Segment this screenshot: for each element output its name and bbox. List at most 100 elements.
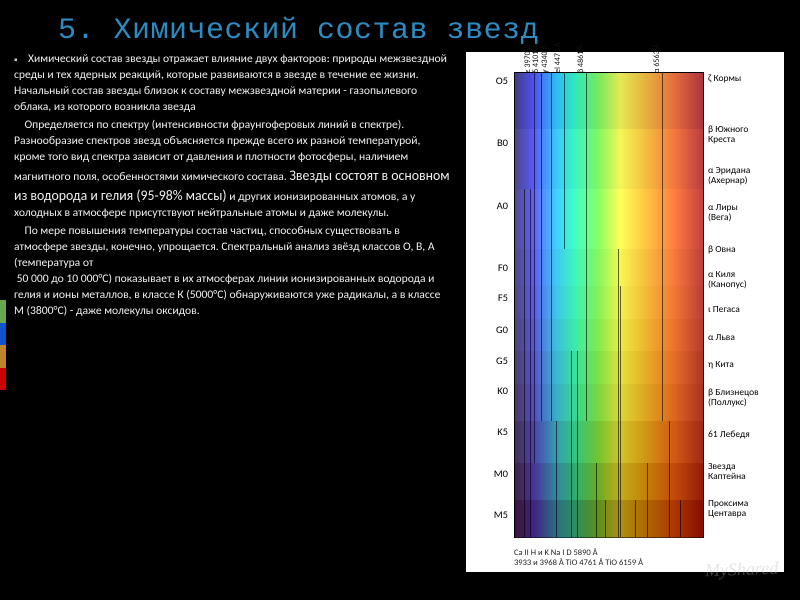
absorption-line — [577, 351, 578, 383]
star-name-label: α Лиры(Вега) — [708, 203, 780, 223]
absorption-line — [662, 129, 663, 189]
absorption-line — [556, 421, 557, 463]
absorption-line — [577, 421, 578, 463]
absorption-line — [605, 500, 606, 537]
absorption-line — [524, 249, 525, 286]
star-name-label: α Льва — [708, 333, 780, 343]
absorption-line — [620, 319, 621, 351]
absorption-line — [524, 463, 525, 500]
absorption-line — [524, 500, 525, 537]
absorption-line — [524, 421, 525, 463]
tab-3 — [0, 345, 6, 368]
absorption-line — [534, 189, 535, 249]
star-name-label: η Кита — [708, 360, 780, 370]
absorption-line — [530, 500, 531, 537]
chart-body — [514, 72, 704, 538]
spectrum-row — [515, 189, 703, 250]
absorption-line — [586, 384, 587, 421]
absorption-line — [556, 463, 557, 500]
star-name-label: α Киля(Канопус) — [708, 270, 780, 290]
absorption-line — [534, 286, 535, 318]
spectral-class-label: K5 — [480, 425, 508, 438]
star-name-label: ι Пегаса — [708, 305, 780, 315]
body-paragraph: Определяется по спектру (интенсивности ф… — [14, 118, 452, 222]
absorption-line — [534, 421, 535, 463]
bottom-line-2: 3933 и 3968 Å TiO 4761 Å TiO 6159 Å — [514, 559, 714, 568]
absorption-line — [541, 351, 542, 383]
absorption-line — [564, 129, 565, 189]
spectral-class-label: G5 — [480, 354, 508, 367]
spectral-chart: Hε 3970 ÅHδ 4101 ÅHγ 4340 ÅHeI 4471 ÅHβ … — [466, 52, 784, 572]
chart-right-axis-star-names: ζ Кормыβ ЮжногоКрестаα Эридана(Ахернар)α… — [708, 74, 780, 536]
absorption-line — [524, 351, 525, 383]
body-paragraph: Химический состав звезды отражает влияни… — [14, 52, 452, 116]
absorption-line — [586, 73, 587, 129]
spectrum-row — [515, 249, 703, 287]
absorption-line — [541, 319, 542, 351]
absorption-line — [662, 189, 663, 249]
absorption-line — [669, 500, 670, 537]
absorption-line — [662, 351, 663, 383]
absorption-line — [586, 286, 587, 318]
absorption-line — [620, 384, 621, 421]
tab-2 — [0, 323, 6, 346]
tab-4 — [0, 368, 6, 391]
absorption-line — [620, 463, 621, 500]
absorption-line — [596, 500, 597, 537]
absorption-line — [620, 421, 621, 463]
spectrum-row — [515, 351, 703, 384]
star-name-label: α Эридана(Ахернар) — [708, 166, 780, 186]
chart-bottom-labels: Ca II H и K Na I D 5890 Å 3933 и 3968 Å … — [514, 549, 714, 568]
absorption-line — [524, 189, 525, 249]
absorption-line — [669, 421, 670, 463]
absorption-line — [551, 319, 552, 351]
absorption-line — [618, 463, 619, 500]
absorption-line — [577, 384, 578, 421]
absorption-line — [564, 189, 565, 249]
absorption-line — [586, 249, 587, 286]
spectrum-row — [515, 463, 703, 501]
absorption-line — [618, 384, 619, 421]
absorption-line — [586, 351, 587, 383]
spectral-class-label: K0 — [480, 384, 508, 397]
absorption-line — [556, 500, 557, 537]
spectrum-row — [515, 421, 703, 464]
absorption-line — [647, 500, 648, 537]
absorption-line — [618, 351, 619, 383]
star-name-label: β ЮжногоКреста — [708, 125, 780, 145]
absorption-line — [524, 384, 525, 421]
absorption-line — [577, 500, 578, 537]
slide-root: 5. Химический состав звезд Химический со… — [0, 0, 800, 600]
absorption-line — [662, 249, 663, 286]
absorption-line — [618, 421, 619, 463]
absorption-line — [534, 249, 535, 286]
absorption-line — [541, 249, 542, 286]
absorption-line — [586, 189, 587, 249]
absorption-line — [662, 286, 663, 318]
absorption-line — [618, 286, 619, 318]
slide-title: 5. Химический состав звезд — [0, 0, 800, 52]
absorption-line — [662, 319, 663, 351]
absorption-line — [571, 463, 572, 500]
absorption-line — [530, 319, 531, 351]
absorption-line — [551, 286, 552, 318]
absorption-line — [551, 73, 552, 129]
side-color-tabs — [0, 300, 6, 390]
absorption-line — [596, 463, 597, 500]
absorption-line — [577, 463, 578, 500]
absorption-line — [534, 351, 535, 383]
absorption-line — [618, 500, 619, 537]
absorption-line — [662, 384, 663, 421]
absorption-line — [530, 384, 531, 421]
spectral-class-label: A0 — [480, 199, 508, 212]
absorption-line — [620, 286, 621, 318]
absorption-line — [541, 129, 542, 189]
absorption-line — [534, 73, 535, 129]
absorption-line — [551, 384, 552, 421]
absorption-line — [530, 421, 531, 463]
absorption-line — [541, 189, 542, 249]
absorption-line — [571, 384, 572, 421]
absorption-line — [530, 249, 531, 286]
star-name-label: ЗвездаКаптейна — [708, 462, 780, 482]
absorption-line — [669, 463, 670, 500]
